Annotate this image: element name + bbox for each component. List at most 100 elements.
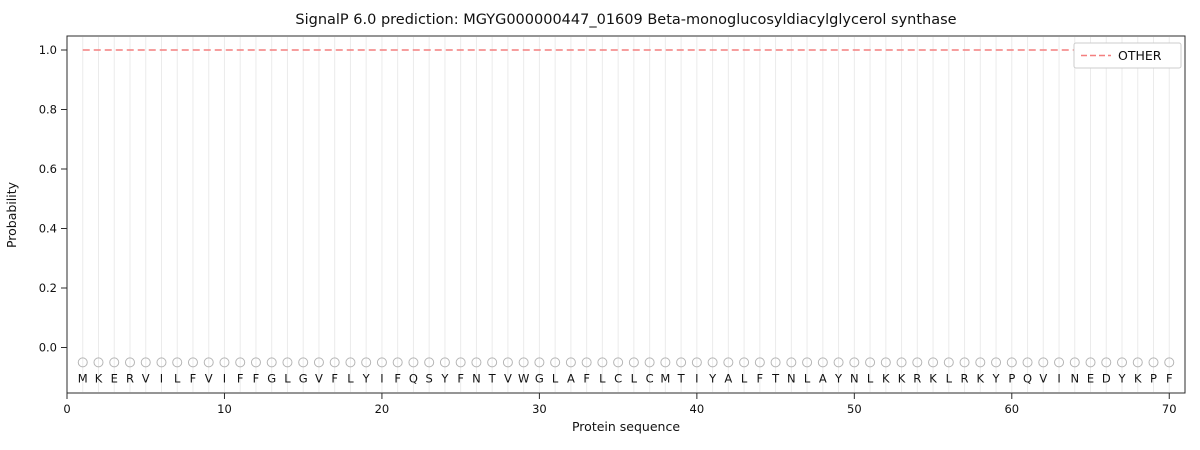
residue-marker	[581, 357, 592, 368]
residue-letter: P	[1008, 372, 1015, 386]
residue-letter: K	[977, 372, 985, 386]
residue-letter: L	[867, 372, 874, 386]
x-tick-label: 70	[1162, 402, 1177, 416]
residue-letter: T	[677, 372, 686, 386]
residue-marker	[1164, 357, 1175, 368]
x-axis-label: Protein sequence	[572, 419, 680, 434]
residue-marker	[455, 357, 466, 368]
residue-letter: M	[660, 372, 670, 386]
residue-marker	[250, 357, 261, 368]
residue-letter: Q	[409, 372, 418, 386]
residue-marker	[329, 357, 340, 368]
x-tick-label: 60	[1004, 402, 1019, 416]
residue-marker	[471, 357, 482, 368]
residue-letter: N	[472, 372, 481, 386]
residue-letter: Y	[992, 372, 1001, 386]
residue-letter: N	[1070, 372, 1079, 386]
residue-marker	[534, 357, 545, 368]
residue-marker	[723, 357, 734, 368]
residue-letter: F	[190, 372, 197, 386]
residue-marker	[172, 357, 183, 368]
residue-letter: V	[142, 372, 150, 386]
residue-letter: G	[267, 372, 276, 386]
residue-marker	[235, 357, 246, 368]
residue-letter: F	[583, 372, 590, 386]
residue-letter: A	[567, 372, 575, 386]
residue-marker	[1101, 357, 1112, 368]
residue-marker	[628, 357, 639, 368]
residue-marker	[93, 357, 104, 368]
residue-marker	[676, 357, 687, 368]
residue-letter: Y	[362, 372, 371, 386]
residue-letter: L	[284, 372, 291, 386]
residue-letter: V	[504, 372, 512, 386]
residue-letter: F	[1166, 372, 1173, 386]
residue-marker	[912, 357, 923, 368]
residue-letter: K	[1134, 372, 1142, 386]
residue-marker	[849, 357, 860, 368]
y-tick-label: 0.8	[39, 103, 57, 117]
residue-marker	[424, 357, 435, 368]
x-tick-label: 20	[375, 402, 390, 416]
residue-letter: Y	[708, 372, 717, 386]
chart-title: SignalP 6.0 prediction: MGYG000000447_01…	[295, 12, 956, 28]
residue-marker	[1054, 357, 1065, 368]
legend: OTHER	[1073, 42, 1182, 69]
residue-marker	[1038, 357, 1049, 368]
residue-letter: L	[946, 372, 953, 386]
residue-letter: Y	[1117, 372, 1126, 386]
residue-marker	[1022, 357, 1033, 368]
residue-letter: L	[347, 372, 354, 386]
residue-letter: S	[426, 372, 433, 386]
residue-marker	[707, 357, 718, 368]
residue-marker	[896, 357, 907, 368]
residue-marker	[770, 357, 781, 368]
residue-marker	[392, 357, 403, 368]
residue-letter: L	[174, 372, 181, 386]
residue-letter: C	[614, 372, 622, 386]
residue-letter: K	[882, 372, 890, 386]
residue-marker	[786, 357, 797, 368]
y-tick-label: 0.6	[39, 162, 57, 176]
residue-marker	[975, 357, 986, 368]
residue-marker	[282, 357, 293, 368]
residue-letter: F	[757, 372, 764, 386]
residue-marker	[1117, 357, 1128, 368]
x-tick-label: 30	[532, 402, 547, 416]
residue-marker	[1148, 357, 1159, 368]
residue-gridlines	[82, 37, 1170, 392]
residue-marker	[439, 357, 450, 368]
residue-letter: K	[929, 372, 937, 386]
residue-marker	[880, 357, 891, 368]
x-tick-label: 50	[847, 402, 862, 416]
residue-letter: L	[631, 372, 638, 386]
residue-marker	[361, 357, 372, 368]
residue-marker	[77, 357, 88, 368]
legend-label: OTHER	[1118, 48, 1162, 63]
residue-letter: I	[1057, 372, 1060, 386]
residue-marker	[943, 357, 954, 368]
residue-letter: T	[488, 372, 497, 386]
residue-letter: N	[850, 372, 859, 386]
residue-letter: G	[299, 372, 308, 386]
legend-box	[1073, 42, 1182, 69]
residue-letter: F	[394, 372, 401, 386]
residue-marker	[109, 357, 120, 368]
plot-border	[66, 35, 1186, 394]
residue-marker	[313, 357, 324, 368]
residue-marker	[802, 357, 813, 368]
residue-letter: T	[771, 372, 780, 386]
x-tick-label: 40	[690, 402, 705, 416]
residue-marker	[754, 357, 765, 368]
residue-letter: R	[961, 372, 969, 386]
x-tick-label: 10	[217, 402, 232, 416]
residue-marker	[1006, 357, 1017, 368]
residue-marker	[565, 357, 576, 368]
residue-markers	[77, 357, 1175, 368]
y-tick-label: 1.0	[39, 43, 57, 57]
residue-marker	[345, 357, 356, 368]
residue-letter: I	[695, 372, 698, 386]
